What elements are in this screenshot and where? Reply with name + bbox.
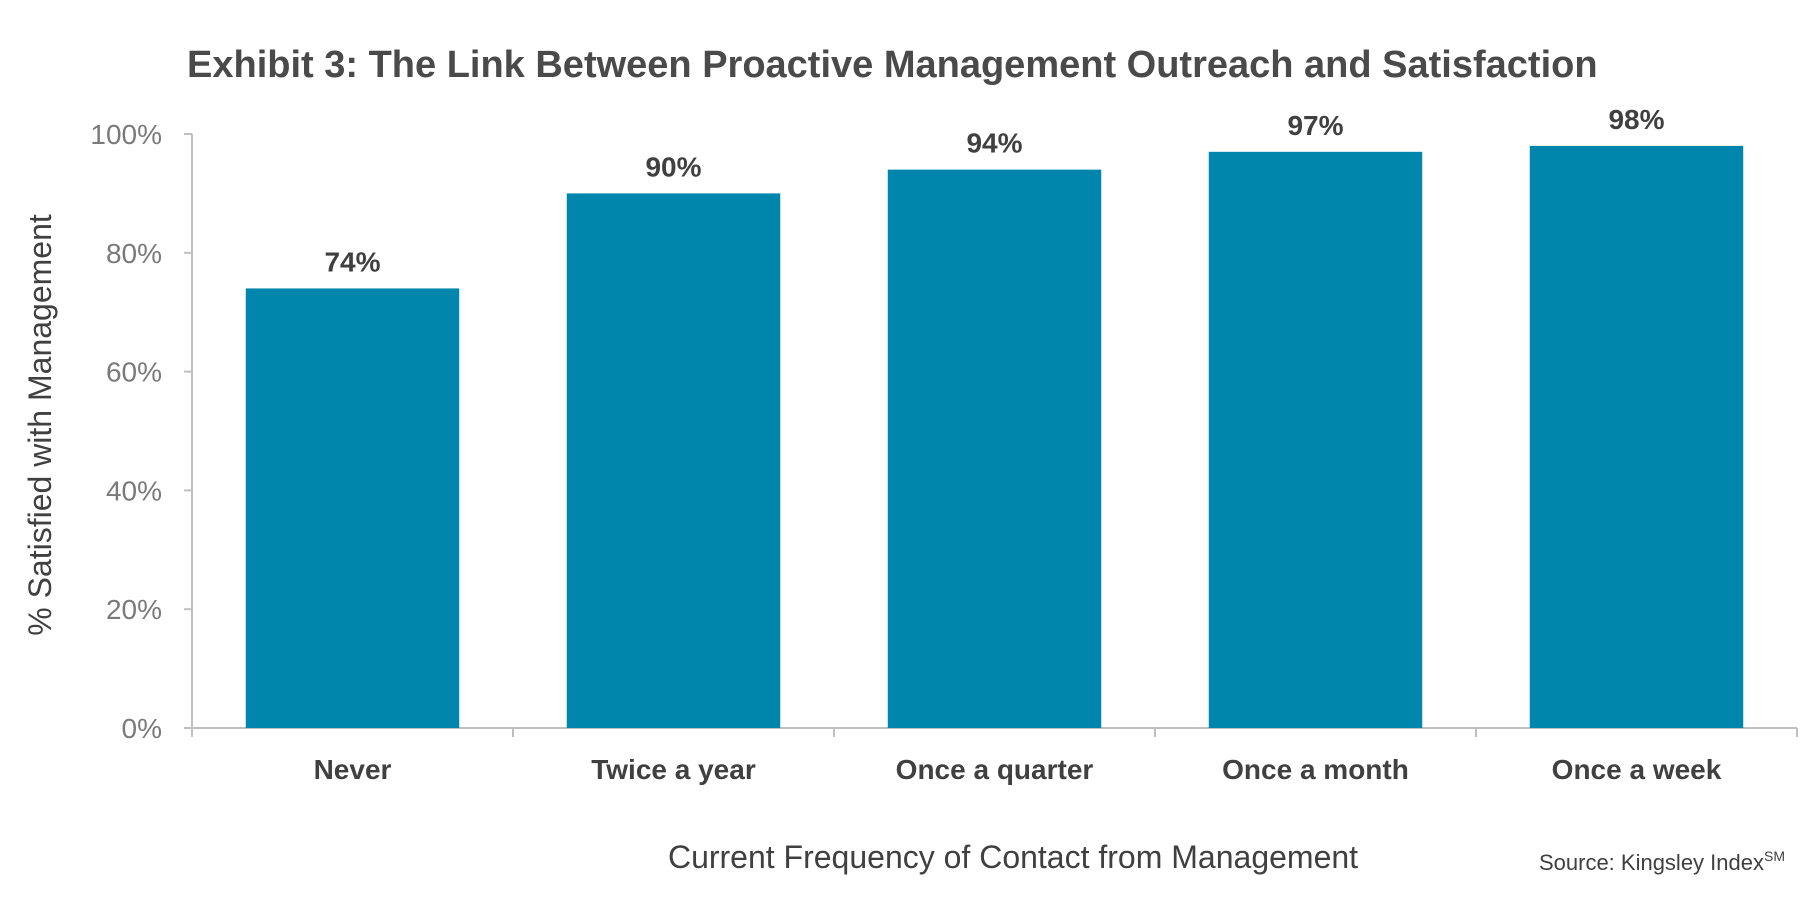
- source-superscript: SM: [1764, 848, 1785, 864]
- data-label: 90%: [645, 151, 701, 182]
- chart-title: Exhibit 3: The Link Between Proactive Ma…: [187, 44, 1598, 86]
- source-text: Source: Kingsley Index: [1539, 850, 1764, 875]
- source-note: Source: Kingsley IndexSM: [1539, 848, 1785, 875]
- bar: [566, 193, 781, 728]
- y-tick-label: 60%: [106, 357, 162, 388]
- bar: [1208, 151, 1423, 728]
- y-tick-label: 80%: [106, 238, 162, 269]
- data-label: 98%: [1608, 104, 1664, 135]
- data-label: 97%: [1287, 110, 1343, 141]
- bar: [887, 169, 1102, 728]
- bar: [1529, 145, 1744, 728]
- y-tick-label: 0%: [122, 713, 162, 744]
- x-axis-title: Current Frequency of Contact from Manage…: [668, 839, 1358, 875]
- x-tick-label: Never: [314, 754, 392, 785]
- x-tick-label: Once a month: [1222, 754, 1409, 785]
- x-tick-label: Twice a year: [591, 754, 756, 785]
- bar: [245, 288, 460, 728]
- y-tick-label: 100%: [90, 119, 162, 150]
- x-tick-label: Once a week: [1552, 754, 1722, 785]
- y-axis-title: % Satisfied with Management: [22, 214, 58, 636]
- data-label: 74%: [324, 246, 380, 277]
- data-label: 94%: [966, 128, 1022, 159]
- x-tick-label: Once a quarter: [896, 754, 1094, 785]
- y-tick-label: 40%: [106, 475, 162, 506]
- y-tick-label: 20%: [106, 594, 162, 625]
- plot-area: 0% 20% 40% 60% 80% 100% 74% Never 90% Twice a yea…: [90, 104, 1798, 785]
